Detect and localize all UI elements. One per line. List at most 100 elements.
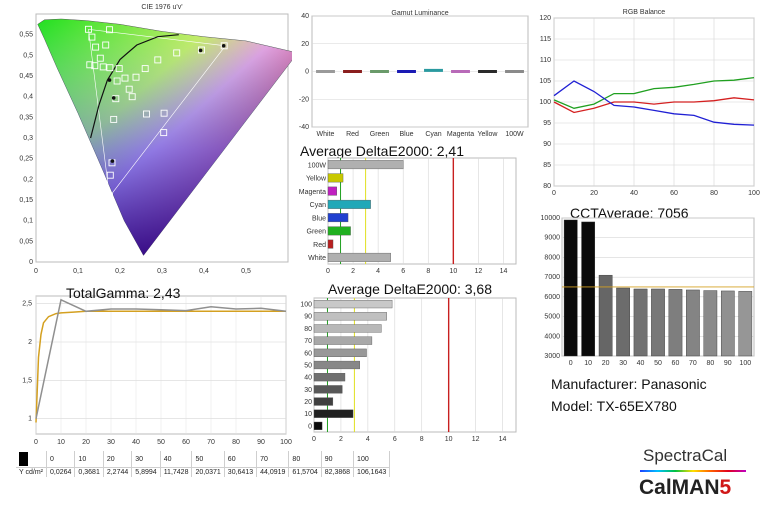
deltae-bar [313,421,323,431]
y-tick-label: 120 [539,15,551,22]
y-tick-label: 0,3 [23,135,33,142]
table-header-cell: 90 [321,451,355,468]
target-point [125,85,133,93]
target-point [102,41,110,49]
x-tick-label: 70 [207,439,215,446]
x-tick-label: 100 [748,190,760,197]
x-tick-label: 2 [339,436,343,443]
y-tick-label: 0,2 [23,176,33,183]
y-tick-label: 95 [543,120,551,127]
deltae-bar [327,213,349,223]
table-header-cell: 0 [46,451,76,468]
deltae-bar [327,226,351,236]
deltae-bar [327,160,404,170]
category-label: 80 [304,326,312,333]
target-point [92,43,100,51]
y-tick-label: 20 [301,41,309,48]
table-header-cell: 70 [256,451,290,468]
deltae-bar [313,324,382,333]
y-tick-label: 2,5 [22,301,32,308]
x-tick-label: 0 [34,268,38,275]
gamma-series-line [35,298,287,419]
category-label: Magenta [447,131,474,138]
x-tick-label: 10 [57,439,65,446]
x-tick-label: 6 [401,268,405,275]
y-tick-label: 3000 [544,353,560,360]
rgb-series-line [553,97,755,114]
category-label: Yellow [306,176,327,183]
y-tick-label: 40 [301,13,309,20]
target-point [106,26,113,34]
category-label: Green [370,131,390,138]
x-tick-label: 8 [420,436,424,443]
table-header-cell: 20 [103,451,133,468]
deltae-bar [313,312,387,321]
x-tick-label: 20 [602,360,610,367]
luminance-table-header-row: 0 10 20 30 40 50 60 70 80 90 100 [16,451,391,468]
x-tick-label: 4 [376,268,380,275]
deltae-bar [327,239,334,249]
category-label: Red [313,242,326,249]
target-point [110,115,118,123]
deltae-bar [313,385,343,394]
x-tick-label: 0 [326,268,330,275]
category-label: 20 [304,399,312,406]
y-tick-label: 0,1 [23,218,33,225]
x-tick-label: 10 [584,360,592,367]
category-label: 90 [304,314,312,321]
cct-chart: CCTAverage: 7056 3000 4000 5000 6000 7000 8000… [541,205,755,367]
x-tick-label: 40 [637,360,645,367]
spectral-locus-shade [37,19,292,256]
y-tick-label: 10000 [541,215,561,222]
x-tick-label: 0 [312,436,316,443]
luminance-table: 0 10 20 30 40 50 60 70 80 90 100 Y cd/m²… [16,451,416,481]
category-label: 0 [308,423,312,430]
gamma-chart: 1 1,5 2 2,5 0 10 20 30 40 50 60 70 80 90 100 TotalGamma… [22,285,292,446]
deltae-bar [313,360,360,370]
target-point [88,33,96,41]
table-header-cell: 50 [191,451,225,468]
x-tick-label: 40 [630,190,638,197]
y-tick-label: 1 [28,416,32,423]
x-tick-label: 14 [500,268,508,275]
luminance-swatch-cell [16,451,47,468]
measured-point [107,78,112,82]
table-cell: 20,0371 [191,467,225,477]
target-point [160,129,168,137]
x-tick-label: 40 [132,439,140,446]
y-tick-label: 5000 [544,314,560,321]
table-cell: 44,0919 [256,467,290,477]
category-label: 100W [505,131,524,138]
x-tick-label: 0,4 [199,268,209,275]
table-header-cell: 100 [353,451,391,468]
y-tick-label: 0,55 [19,32,33,39]
target-point [220,42,228,50]
cct-bar [686,289,700,357]
y-tick-label: 0,5 [23,52,33,59]
category-label: White [308,255,326,262]
table-header-cell: 60 [224,451,258,468]
target-point [113,77,121,85]
category-label: Yellow [478,131,499,138]
y-tick-label: -40 [299,124,309,131]
y-tick-label: 0 [29,259,33,266]
luminance-bar [397,70,416,73]
x-tick-label: 8 [426,268,430,275]
cct-bar [563,219,578,357]
target-point [198,46,205,54]
category-label: White [317,131,335,138]
chart-title: CCTAverage: 7056 [570,205,689,221]
x-tick-label: 100 [280,439,292,446]
x-tick-label: 12 [472,436,480,443]
category-label: Cyan [425,131,441,138]
y-tick-label: 4000 [544,333,560,340]
y-tick-label: 7000 [544,274,560,281]
deltae-bar [313,348,367,357]
x-tick-label: 0,3 [157,268,167,275]
calman-logo: CalMAN5 [639,476,731,500]
category-label: Green [307,229,327,236]
deltae-bar [327,199,371,209]
spectracal-logo: SpectraCal [643,446,728,465]
y-tick-label: 2 [28,339,32,346]
cie-chart: CIE 1976 u'v' 0 0,1 0,2 0,3 0,4 0,5 0 0,05 0,1 0,1… [19,4,292,275]
